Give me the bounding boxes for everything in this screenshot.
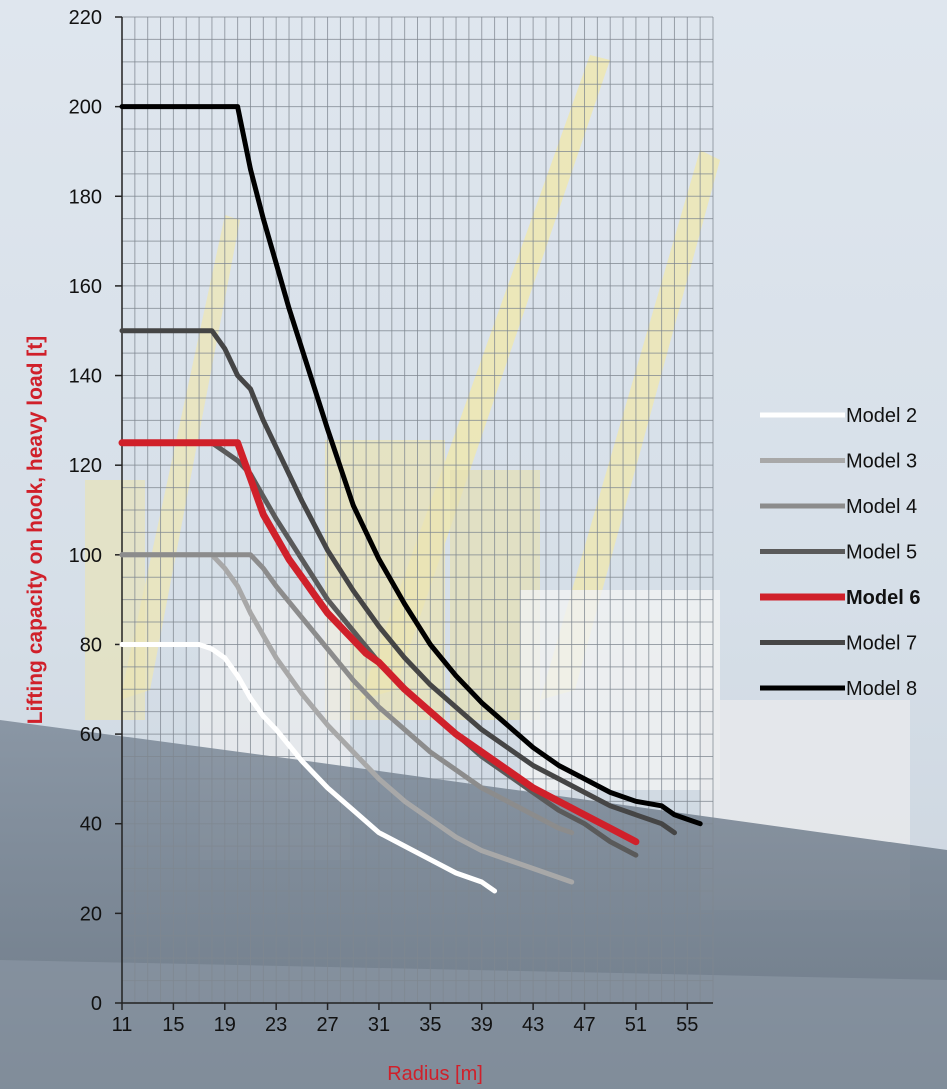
series-group <box>118 104 703 894</box>
y-tick-label: 120 <box>69 455 102 477</box>
legend: Model 2 Model 3 Model 4 Model 5 Model 6 Model… <box>760 405 920 700</box>
x-axis-label: Radius [m] <box>387 1063 483 1085</box>
y-axis-label: Lifting capacity on hook, heavy load [t] <box>24 336 47 725</box>
x-tick-label: 11 <box>112 1014 133 1036</box>
legend-label: Model 5 <box>846 542 917 564</box>
series-line-model-7 <box>119 328 677 836</box>
series-line-model-2 <box>119 642 498 894</box>
y-tick-label: 60 <box>80 724 102 746</box>
x-tick-label: 15 <box>162 1014 184 1036</box>
water <box>0 960 947 1089</box>
plot-axes: 0 20 40 60 80 100 120 140 160 180 200 220 11 15 19 23 27… <box>69 7 713 1036</box>
legend-label: Model 2 <box>846 405 917 427</box>
y-tick-label: 140 <box>69 366 102 388</box>
y-tick-label: 160 <box>69 276 102 298</box>
x-tick-label: 27 <box>316 1014 338 1036</box>
y-tick-label: 80 <box>80 634 102 656</box>
legend-label: Model 7 <box>846 633 917 655</box>
x-tick-label: 47 <box>573 1014 595 1036</box>
legend-label: Model 4 <box>846 496 917 518</box>
y-tick-label: 0 <box>91 993 102 1015</box>
x-tick-label: 43 <box>522 1014 544 1036</box>
y-tick-label: 20 <box>80 903 102 925</box>
crane-boom <box>120 215 240 700</box>
x-tick-label: 35 <box>419 1014 441 1036</box>
series-line-model-3 <box>119 552 575 885</box>
series-line-model-6 <box>118 439 640 846</box>
legend-label: Model 6 <box>846 587 920 609</box>
x-tick-label: 55 <box>676 1014 698 1036</box>
series-line-model-8 <box>119 104 703 827</box>
y-tick-label: 40 <box>80 814 102 836</box>
y-tick-label: 100 <box>69 545 102 567</box>
legend-label: Model 8 <box>846 678 917 700</box>
y-tick-label: 200 <box>69 97 102 119</box>
x-tick-label: 19 <box>214 1014 236 1036</box>
x-tick-label: 23 <box>265 1014 287 1036</box>
x-tick-label: 51 <box>625 1014 647 1036</box>
legend-label: Model 3 <box>846 451 917 473</box>
y-tick-label: 180 <box>69 186 102 208</box>
x-tick-label: 31 <box>368 1014 390 1036</box>
x-tick-label: 39 <box>471 1014 493 1036</box>
series-line-model-4 <box>119 552 575 836</box>
y-tick-label: 220 <box>69 7 102 29</box>
